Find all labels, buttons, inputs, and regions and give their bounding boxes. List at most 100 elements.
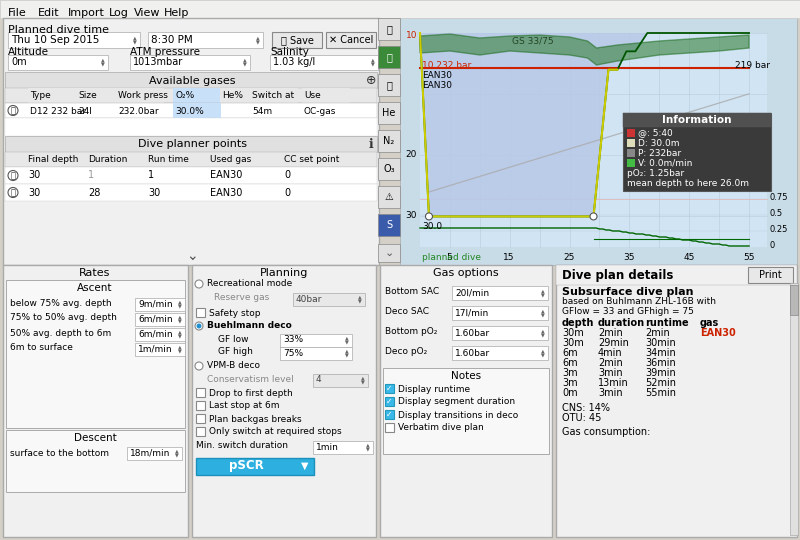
Bar <box>452 326 548 340</box>
Text: Run time: Run time <box>148 156 189 165</box>
Bar <box>116 88 164 103</box>
Text: 30.0: 30.0 <box>422 222 442 231</box>
Text: ✓: ✓ <box>386 384 393 393</box>
Text: Display transitions in deco: Display transitions in deco <box>398 410 518 420</box>
Bar <box>378 102 400 124</box>
Text: 0m: 0m <box>562 388 578 398</box>
Text: 25: 25 <box>563 253 574 261</box>
Text: 50% avg. depth to 6m: 50% avg. depth to 6m <box>10 328 111 338</box>
Text: EAN30: EAN30 <box>422 82 452 91</box>
Text: Recreational mode: Recreational mode <box>207 280 292 288</box>
Text: 3m: 3m <box>562 378 578 388</box>
Text: Used gas: Used gas <box>210 156 251 165</box>
Bar <box>748 267 793 283</box>
Text: 18m/min: 18m/min <box>130 449 170 457</box>
Bar <box>272 32 322 48</box>
Bar <box>385 397 394 406</box>
Text: ▼: ▼ <box>366 447 370 451</box>
Text: 8:30 PM: 8:30 PM <box>151 35 193 45</box>
Bar <box>400 18 797 265</box>
Text: Available gases: Available gases <box>149 76 235 86</box>
Text: Dive planner points: Dive planner points <box>138 139 246 149</box>
Text: 6m to surface: 6m to surface <box>10 343 73 353</box>
Bar <box>8 32 140 48</box>
Bar <box>378 244 400 262</box>
Text: Last stop at 6m: Last stop at 6m <box>209 402 279 410</box>
Text: 1min: 1min <box>316 442 339 451</box>
Text: Bottom SAC: Bottom SAC <box>385 287 439 295</box>
Text: 29min: 29min <box>598 338 629 348</box>
Text: 0.5: 0.5 <box>769 208 782 218</box>
Text: 54m: 54m <box>252 106 272 116</box>
Text: Log: Log <box>109 8 129 18</box>
Text: 6m: 6m <box>562 348 578 358</box>
Text: ▼: ▼ <box>541 313 545 318</box>
Text: based on Buhlmann ZHL-16B with: based on Buhlmann ZHL-16B with <box>562 298 716 307</box>
Text: 2min: 2min <box>645 328 670 338</box>
Bar <box>326 32 376 48</box>
Bar <box>385 384 394 393</box>
Bar <box>302 88 350 103</box>
Bar <box>196 308 205 317</box>
Bar <box>378 46 400 68</box>
Text: 30: 30 <box>406 211 417 220</box>
Text: Safety stop: Safety stop <box>209 308 261 318</box>
Text: EAN30: EAN30 <box>210 171 242 180</box>
Circle shape <box>195 322 203 330</box>
Bar <box>0 0 800 18</box>
Text: 75%: 75% <box>283 348 303 357</box>
Text: Information: Information <box>662 115 732 125</box>
Bar <box>135 328 185 341</box>
Text: 🗺: 🗺 <box>386 52 392 62</box>
Bar <box>135 313 185 326</box>
Text: Min. switch duration: Min. switch duration <box>196 442 288 450</box>
Text: VPM-B deco: VPM-B deco <box>207 361 260 370</box>
Text: ▼: ▼ <box>175 453 179 457</box>
Text: pO₂: 1.25bar: pO₂: 1.25bar <box>627 168 684 178</box>
Text: ▲: ▲ <box>358 294 362 300</box>
Text: 💾 Save: 💾 Save <box>281 35 314 45</box>
Text: Import: Import <box>68 8 105 18</box>
Text: Deco SAC: Deco SAC <box>385 307 429 315</box>
Text: 55: 55 <box>743 253 754 261</box>
Bar <box>452 286 548 300</box>
Bar <box>220 88 268 103</box>
Text: 33%: 33% <box>283 335 303 345</box>
Text: ⌄: ⌄ <box>384 248 394 258</box>
Bar <box>6 280 185 428</box>
Text: ▼: ▼ <box>358 299 362 303</box>
Text: 0: 0 <box>284 187 290 198</box>
Text: ▼: ▼ <box>371 62 375 66</box>
Text: 52min: 52min <box>645 378 676 388</box>
Text: 55min: 55min <box>645 388 676 398</box>
Text: View: View <box>134 8 160 18</box>
Text: 219 bar: 219 bar <box>735 60 770 70</box>
Text: Descent: Descent <box>74 433 116 443</box>
Text: ⌄: ⌄ <box>186 249 198 263</box>
Text: 🔒: 🔒 <box>10 106 15 115</box>
Bar <box>378 74 400 96</box>
Text: ▼: ▼ <box>345 353 349 357</box>
Text: @: 5:40: @: 5:40 <box>638 129 673 138</box>
Text: ⚠: ⚠ <box>385 192 394 202</box>
Bar <box>148 32 263 48</box>
Bar <box>76 88 124 103</box>
Text: 13min: 13min <box>598 378 629 388</box>
Bar <box>627 159 635 167</box>
Text: ▲: ▲ <box>345 348 349 354</box>
Bar <box>313 441 373 454</box>
Text: ▲: ▲ <box>361 375 365 381</box>
Text: GFlow = 33 and GFhigh = 75: GFlow = 33 and GFhigh = 75 <box>562 307 694 315</box>
Text: ▼: ▼ <box>256 39 260 44</box>
Text: ▼: ▼ <box>178 348 182 354</box>
Polygon shape <box>420 34 749 65</box>
Text: 35: 35 <box>623 253 634 261</box>
Bar <box>28 88 76 103</box>
Text: S: S <box>386 220 392 230</box>
Bar <box>173 88 221 103</box>
Text: 1m/min: 1m/min <box>138 345 173 354</box>
Bar <box>250 88 298 103</box>
Text: Bottom pO₂: Bottom pO₂ <box>385 327 438 335</box>
Text: 1: 1 <box>88 171 94 180</box>
Text: ▼: ▼ <box>302 461 309 471</box>
